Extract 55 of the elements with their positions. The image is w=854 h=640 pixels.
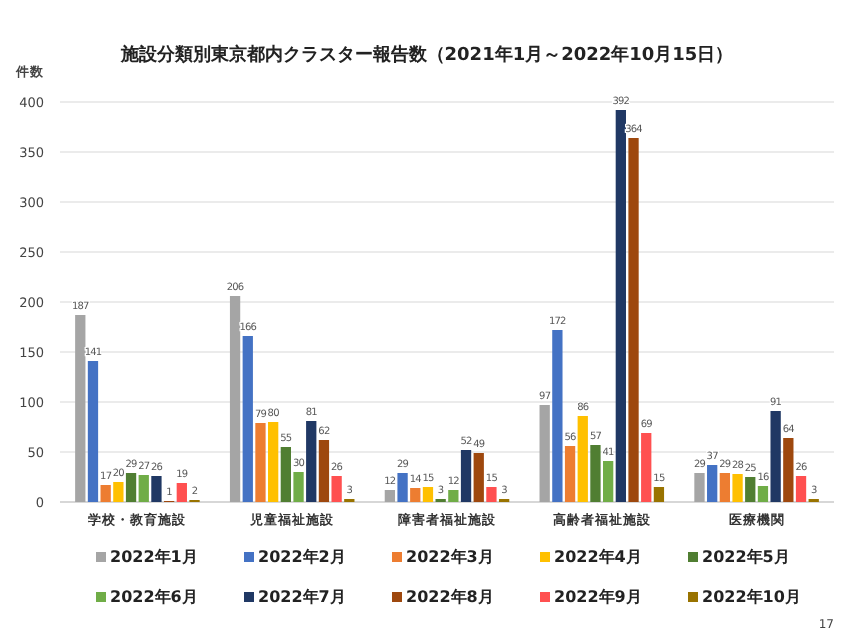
bar: [75, 315, 86, 502]
bar: [486, 487, 497, 502]
bar: [757, 486, 769, 502]
bar: [707, 465, 718, 502]
bar: [719, 473, 731, 502]
legend-label: 2022年5月: [702, 548, 790, 566]
bar: [242, 336, 253, 502]
bar: [745, 477, 756, 502]
bar: [590, 445, 601, 502]
legend-label: 2022年10月: [702, 588, 801, 606]
bar: [280, 447, 291, 502]
bar: [229, 296, 241, 502]
bar: [770, 411, 781, 502]
bar: [255, 423, 266, 502]
bar: [539, 405, 550, 502]
bar: [100, 485, 111, 502]
bar: [268, 422, 279, 502]
legend-label: 2022年8月: [406, 588, 494, 606]
chart-title: 施設分類別東京都内クラスター報告数（2021年1月～2022年10月15日）: [118, 44, 734, 66]
bar: [318, 440, 330, 502]
bar: [448, 490, 459, 502]
bar: [795, 476, 807, 502]
bar: [460, 450, 472, 502]
bar: [628, 138, 639, 502]
bar: [125, 473, 137, 502]
bar: [732, 474, 743, 502]
bar: [331, 476, 342, 502]
bar: [384, 490, 396, 502]
legend-label: 2022年7月: [258, 588, 346, 606]
bar: [694, 473, 705, 502]
bar: [397, 473, 408, 502]
bar: [653, 487, 665, 502]
bar: [422, 487, 434, 502]
legend-label: 2022年1月: [110, 548, 198, 566]
legend-label: 2022年2月: [258, 548, 346, 566]
bar: [151, 476, 162, 502]
bar: [564, 446, 576, 502]
legend-label: 2022年6月: [110, 588, 198, 606]
bar: [783, 438, 794, 502]
bar: [138, 475, 149, 502]
bar: [641, 433, 652, 502]
bar: [552, 330, 563, 502]
bar: [306, 421, 317, 502]
bar: [293, 472, 304, 502]
bar: [410, 488, 421, 502]
bar: [113, 482, 124, 502]
bar: [615, 110, 626, 502]
legend-label: 2022年4月: [554, 548, 642, 566]
bar: [577, 416, 588, 502]
bar: [87, 361, 99, 502]
bar: [603, 461, 614, 502]
legend-label: 2022年3月: [406, 548, 494, 566]
bar: [473, 453, 484, 502]
bar: [176, 483, 187, 502]
legend-label: 2022年9月: [554, 588, 642, 606]
